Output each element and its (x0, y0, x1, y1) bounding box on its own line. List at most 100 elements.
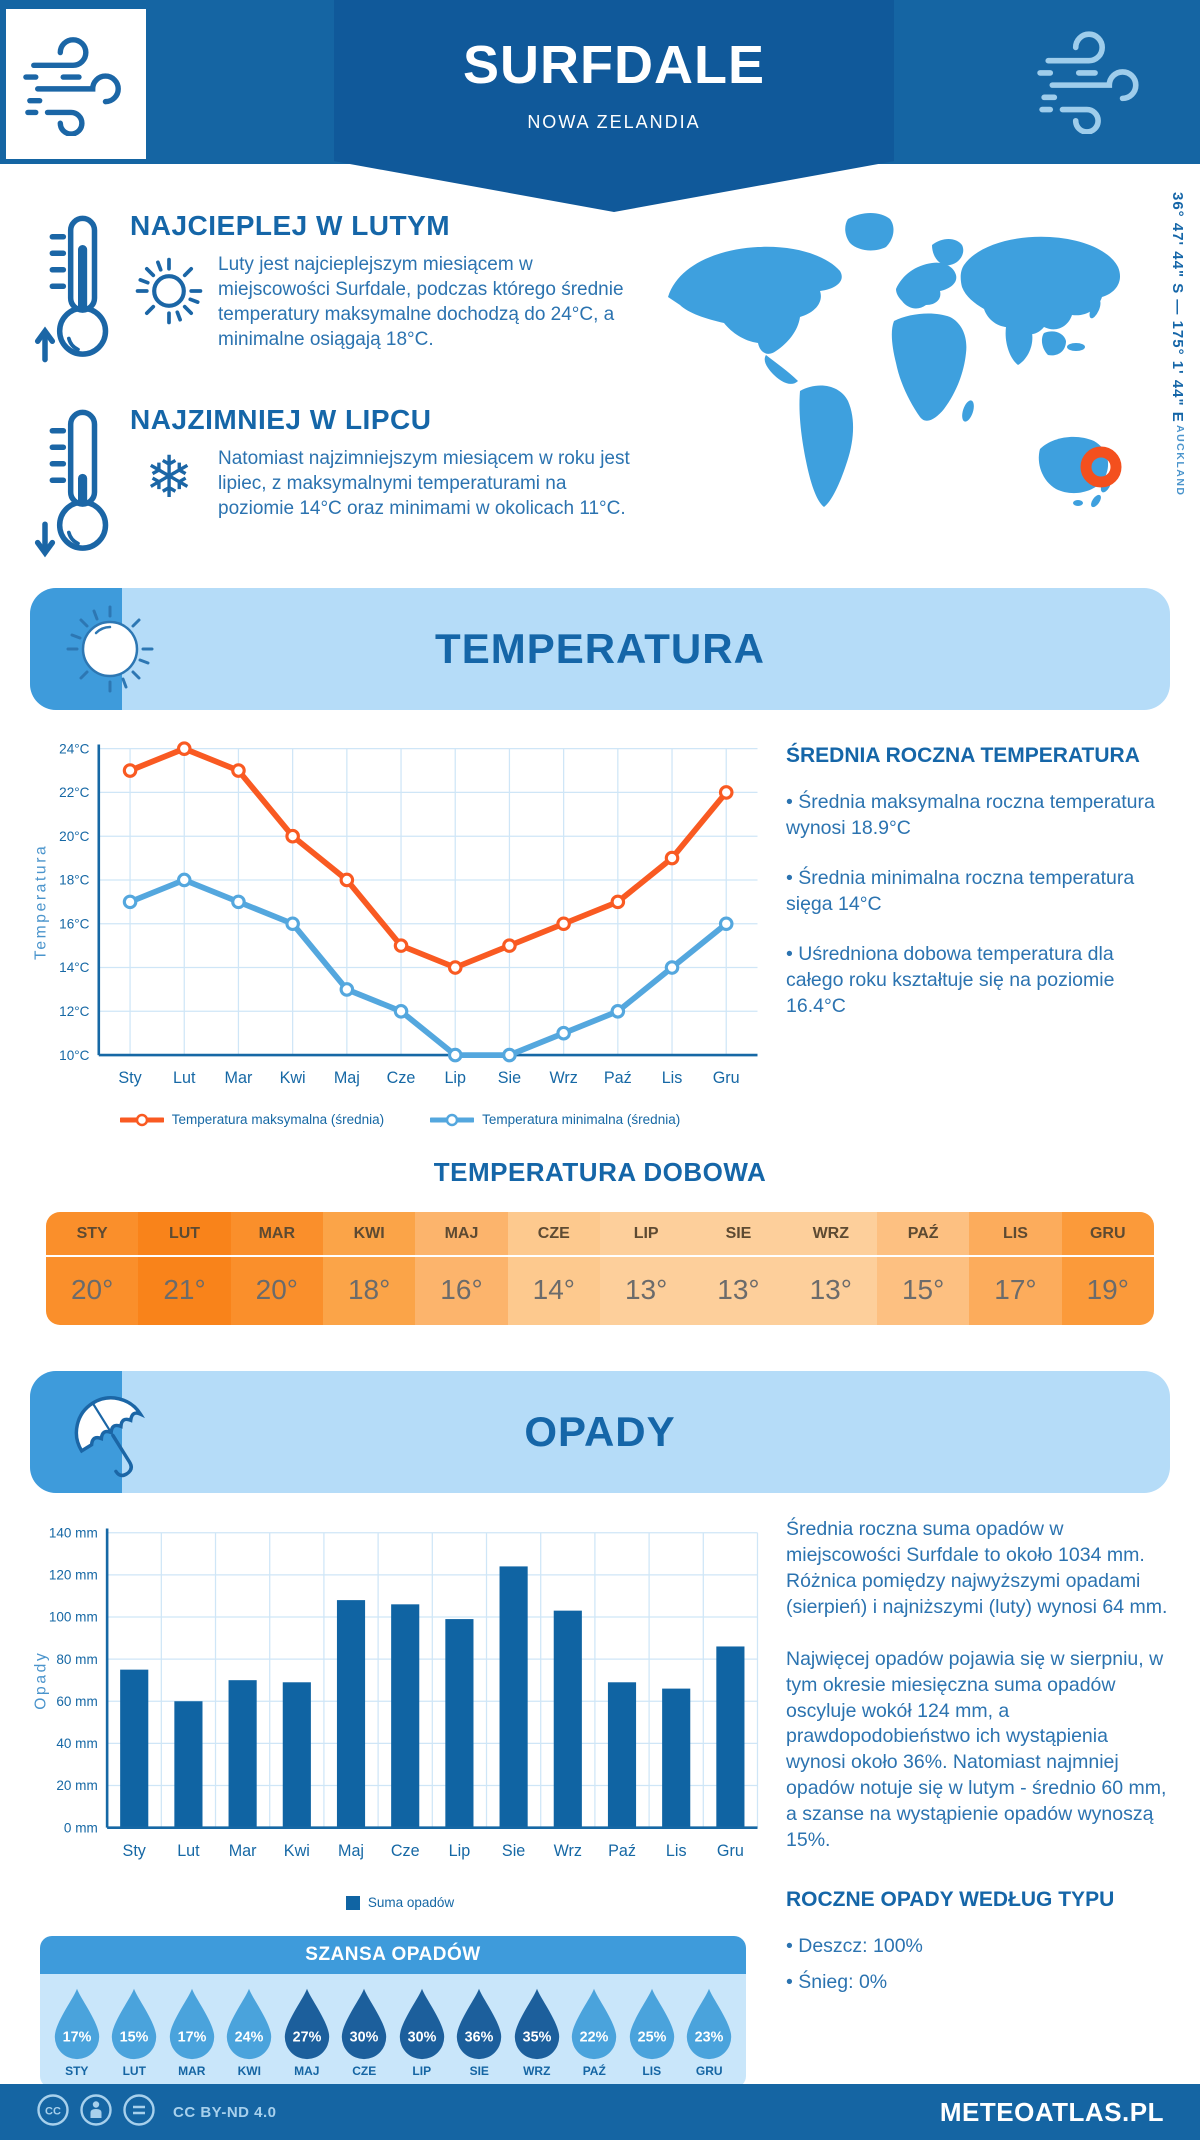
bar (120, 1669, 149, 1828)
droplet-icon: 23% (687, 1988, 732, 2060)
sun-banner-icon (52, 599, 172, 704)
chance-value: 30% (350, 2030, 379, 2046)
temperature-chart-legend: Temperatura maksymalna (średnia) Temperat… (30, 1112, 770, 1127)
line-series (127, 745, 730, 971)
svg-text:Sie: Sie (502, 1842, 525, 1860)
data-point (393, 938, 409, 953)
license-group: CC CC BY-ND 4.0 (36, 2093, 277, 2132)
chance-drop-cell: 30% CZE (337, 1986, 391, 2078)
data-point (231, 763, 246, 778)
chance-drop-cell: 27% MAJ (280, 1986, 334, 2078)
bar (391, 1604, 420, 1828)
bar (282, 1682, 311, 1828)
daily-temp-month: KWI (322, 1212, 416, 1257)
data-point (447, 1047, 463, 1063)
annual-temp-heading: ŚREDNIA ROCZNA TEMPERATURA (786, 744, 1140, 767)
page-title: SURFDALE (463, 35, 765, 95)
svg-text:Temperatura: Temperatura (33, 844, 50, 960)
chance-month-label: MAJ (294, 2064, 320, 2078)
header: SURFDALE NOWA ZELANDIA (0, 0, 1200, 212)
coldest-month-block: NAJZIMNIEJ W LIPCU ❄ Natomiast najzimnie… (34, 402, 642, 569)
data-point (122, 894, 138, 910)
legend-line-sample (430, 1113, 475, 1126)
svg-text:Cze: Cze (391, 1842, 420, 1860)
precipitation-notes: Średnia roczna suma opadów w miejscowośc… (786, 1517, 1170, 2088)
daily-temp-column: CZE 14° (507, 1212, 600, 1325)
chance-month-label: GRU (695, 2064, 723, 2078)
legend-label: Suma opadów (367, 1895, 455, 1910)
svg-text:Opady: Opady (33, 1651, 50, 1710)
daily-temp-value: 13° (717, 1274, 760, 1305)
chance-drop-cell: 23% GRU (682, 1986, 736, 2078)
annual-temp-bullet: • Średnia maksymalna roczna temperatura … (786, 791, 1155, 839)
chance-drop-cell: 36% SIE (452, 1986, 506, 2078)
svg-text:Mar: Mar (229, 1842, 257, 1860)
data-point (285, 916, 300, 932)
legend-label: Temperatura minimalna (średnia) (482, 1112, 681, 1127)
chance-value: 23% (695, 2030, 724, 2046)
droplet-icon: 15% (112, 1988, 157, 2060)
svg-text:140 mm: 140 mm (49, 1525, 98, 1540)
daily-temp-column: STY 20° (46, 1212, 139, 1325)
svg-text:Gru: Gru (717, 1842, 744, 1860)
droplet-icon: 30% (399, 1988, 444, 2060)
droplet-icon: 22% (572, 1988, 617, 2060)
daily-temp-value: 13° (624, 1274, 668, 1305)
daily-temp-value: 19° (1086, 1274, 1129, 1305)
svg-text:20 mm: 20 mm (56, 1778, 97, 1793)
droplet-icon: 35% (514, 1988, 559, 2060)
data-point (610, 1004, 626, 1019)
chance-value: 17% (62, 2030, 91, 2046)
daily-temp-month: LUT (138, 1212, 231, 1257)
chance-month-label: MAR (178, 2064, 206, 2078)
svg-text:Sie: Sie (498, 1069, 521, 1087)
data-point (393, 1004, 409, 1019)
data-point (610, 894, 626, 910)
precipitation-chart-legend: Suma opadów (30, 1895, 770, 1910)
svg-text:100 mm: 100 mm (49, 1610, 98, 1625)
chance-month-label: WRZ (523, 2064, 551, 2078)
wind-icon (22, 28, 130, 141)
thermometer-warm-icon (34, 208, 122, 375)
temperature-banner: TEMPERATURA (30, 588, 1170, 710)
chance-drop-cell: 25% LIS (625, 1986, 679, 2078)
svg-text:120 mm: 120 mm (49, 1568, 98, 1583)
cc-person-icon (79, 2093, 113, 2132)
svg-text:Lip: Lip (449, 1842, 471, 1860)
svg-text:Sty: Sty (118, 1069, 142, 1087)
precipitation-banner: OPADY (30, 1371, 1170, 1493)
svg-text:0 mm: 0 mm (64, 1820, 98, 1835)
svg-text:Wrz: Wrz (549, 1069, 577, 1087)
svg-text:40 mm: 40 mm (56, 1736, 97, 1751)
droplet-icon: 25% (629, 1988, 674, 2060)
daily-temp-month: MAJ (415, 1212, 508, 1257)
svg-text:22°C: 22°C (59, 785, 89, 800)
daily-temperature-table: STY 20° LUT 21° MAR 20° KWI 18° MAJ 16° CZE 14° LIP 1… (46, 1212, 1154, 1325)
daily-temp-value: 20° (70, 1274, 114, 1305)
chance-month-label: SIE (469, 2064, 489, 2078)
chance-drop-cell: 24% KWI (222, 1986, 276, 2078)
data-point (447, 960, 463, 975)
daily-temp-column: SIE 13° (692, 1212, 785, 1325)
annual-temp-bullet: • Średnia minimalna roczna temperatura s… (786, 866, 1135, 915)
annual-temp-bullet: • Uśredniona dobowa temperatura dla całe… (786, 942, 1115, 1017)
chance-value: 17% (177, 2030, 206, 2046)
chance-drop-cell: 22% PAŹ (567, 1986, 621, 2078)
daily-temp-month: MAR (230, 1212, 323, 1257)
svg-text:20°C: 20°C (59, 829, 89, 844)
legend-label: Temperatura maksymalna (średnia) (171, 1112, 385, 1127)
daily-temp-month: CZE (507, 1212, 600, 1257)
droplet-icon: 17% (169, 1988, 214, 2060)
coordinates-text: 36° 47' 44" S — 175° 1' 44" E (1169, 192, 1186, 423)
daily-temp-month: SIE (692, 1212, 785, 1257)
svg-text:Wrz: Wrz (554, 1842, 582, 1860)
coldest-text: Natomiast najzimniejszym miesiącem w rok… (218, 448, 630, 520)
chance-value: 24% (235, 2030, 264, 2046)
cc-nd-icon (122, 2093, 156, 2132)
svg-text:Mar: Mar (225, 1069, 253, 1087)
precipitation-chance-drops: 17% STY 15% LUT 17% MAR 24% KWI 27% MAJ 30% CZE 30% L… (40, 1974, 746, 2088)
daily-temp-value: 13° (809, 1274, 852, 1305)
warmest-text: Luty jest najcieplejszym miesiącem w mie… (218, 254, 624, 351)
svg-text:Kwi: Kwi (284, 1842, 310, 1860)
chance-month-label: PAŹ (582, 2064, 606, 2078)
